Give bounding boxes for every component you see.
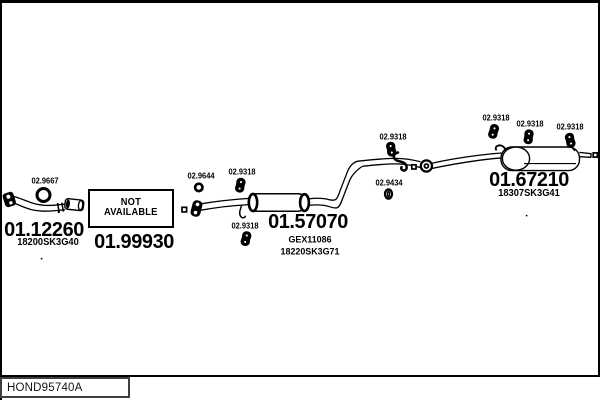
- not-available-line2: AVAILABLE: [103, 207, 158, 219]
- rear-muffler-drawing: [494, 144, 599, 172]
- connector-square-icon: [410, 163, 417, 170]
- fitting-number-hanger-2[interactable]: 02.9318: [230, 220, 259, 231]
- oem-code-front-pipe: 18200SK3G40: [17, 236, 79, 248]
- exhaust-hanger-icon: [385, 141, 397, 158]
- hanger-hook-icon: [238, 205, 247, 219]
- fitting-number-hanger-6[interactable]: 02.9318: [555, 121, 584, 132]
- fitting-number-hanger-3[interactable]: 02.9318: [378, 131, 407, 142]
- connector-square-icon: [592, 152, 599, 158]
- gasket-ring-icon: [35, 187, 52, 203]
- part-number-center-muffler[interactable]: 01.57070: [268, 209, 349, 233]
- part-number-rear-muffler[interactable]: 01.67210: [488, 167, 569, 191]
- not-available-box: NOT AVAILABLE: [88, 189, 174, 228]
- frame-top-border: [0, 0, 600, 4]
- pipe-clamp-icon: [56, 202, 65, 214]
- hanger-bracket-icon: [392, 151, 408, 172]
- exhaust-hanger-icon: [523, 128, 535, 145]
- fitting-number-hanger-4[interactable]: 02.9318: [482, 112, 510, 123]
- fitting-number-hanger-1[interactable]: 02.9318: [228, 166, 256, 177]
- print-dot: [525, 214, 528, 217]
- fitting-number-front-gasket[interactable]: 02.9667: [31, 175, 59, 186]
- gasket-joint-icon: [419, 159, 434, 173]
- print-dot: [40, 257, 43, 260]
- frame-bottom-line: [0, 375, 600, 378]
- hanger-hook-icon: [494, 144, 507, 152]
- pipe-coupler-icon: [64, 197, 85, 212]
- fitting-number-hanger-5[interactable]: 02.9318: [516, 118, 544, 129]
- flange-icon: [190, 200, 203, 217]
- front-pipe-drawing: [2, 191, 85, 214]
- frame-right-border: [598, 0, 600, 377]
- exhaust-hanger-icon: [239, 230, 253, 247]
- exhaust-hanger-icon: [234, 177, 247, 194]
- exhaust-hanger-icon: [487, 123, 500, 140]
- part-number-front-pipe[interactable]: 01.12260: [4, 217, 84, 241]
- rubber-mount-icon: [383, 188, 394, 200]
- part-number-mid-section[interactable]: 01.99930: [94, 229, 174, 253]
- ref-code-center-muffler: GEX11086: [288, 233, 332, 245]
- center-muffler-drawing: [200, 160, 364, 219]
- not-available-line1: NOT: [120, 196, 141, 208]
- flange-icon: [2, 191, 16, 208]
- oem-code-rear-muffler: 18307SK3G41: [497, 187, 560, 199]
- frame-left-border: [0, 0, 2, 400]
- diagram-code: HOND95740A: [7, 381, 83, 394]
- fitting-number-mount[interactable]: 02.9434: [374, 178, 403, 188]
- oem-code-center-muffler: 18220SK3G71: [280, 245, 340, 257]
- connector-square-icon: [181, 206, 188, 213]
- exhaust-hanger-icon: [564, 131, 577, 149]
- gasket-ring-icon: [193, 182, 204, 193]
- rear-pipe-drawing: [361, 151, 506, 173]
- fitting-number-mid-gasket[interactable]: 02.9644: [186, 170, 215, 181]
- diagram-code-box: HOND95740A: [0, 377, 130, 399]
